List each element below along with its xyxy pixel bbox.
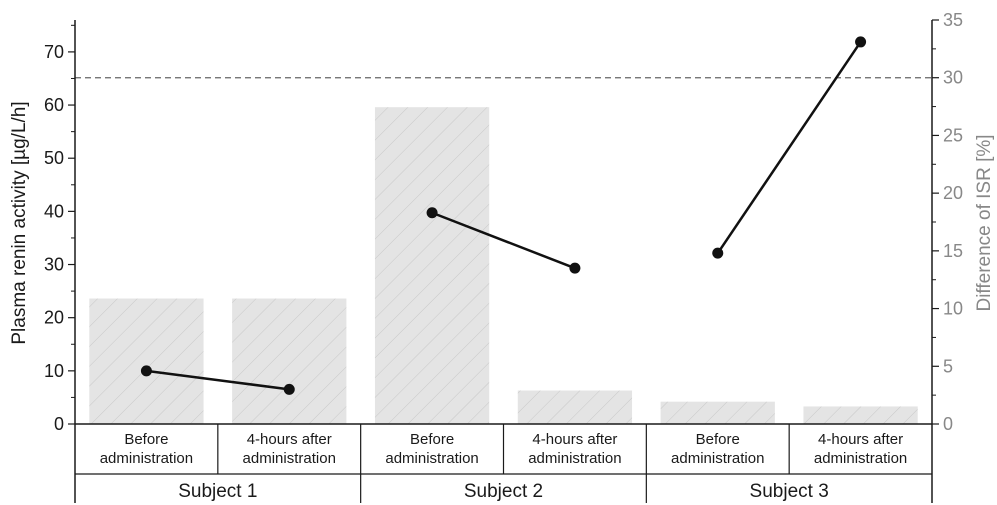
category-label: administration: [671, 450, 764, 467]
right-tick-label: 10: [943, 299, 963, 319]
isr-point-6: [855, 36, 867, 48]
right-tick-label: 20: [943, 183, 963, 203]
isr-segment-3: [716, 41, 862, 254]
axes: [74, 20, 933, 503]
isr-point-3: [426, 207, 438, 219]
isr-point-2: [283, 383, 295, 395]
group-label: Subject 3: [750, 481, 829, 502]
right-tick-label: 5: [943, 356, 953, 376]
right-tick-label: 0: [943, 414, 953, 434]
bar-3: [374, 107, 490, 424]
left-axis-ticks: 0 10 20 30 40 50 60 70: [44, 24, 75, 434]
right-tick-label: 35: [943, 10, 963, 30]
category-labels: Before administration 4-hours after adminis…: [100, 431, 908, 467]
left-tick-label: 20: [44, 308, 64, 328]
bar-6: [803, 406, 918, 424]
isr-segment-2: [431, 211, 576, 270]
bar-4: [517, 390, 633, 424]
category-label: 4-hours after: [247, 431, 332, 448]
category-label: administration: [385, 450, 478, 467]
group-labels: Subject 1 Subject 2 Subject 3: [178, 481, 829, 502]
left-tick-label: 0: [54, 414, 64, 434]
left-tick-label: 10: [44, 361, 64, 381]
group-label: Subject 1: [178, 481, 257, 502]
isr-point-4: [569, 262, 581, 274]
category-label: 4-hours after: [818, 431, 903, 448]
y-axis-title-right: Difference of ISR [%]: [974, 134, 995, 311]
group-label: Subject 2: [464, 481, 543, 502]
isr-lines: [140, 36, 867, 395]
left-tick-label: 30: [44, 255, 64, 275]
category-label: 4-hours after: [532, 431, 617, 448]
category-label: Before: [124, 431, 168, 448]
right-tick-label: 30: [943, 68, 963, 88]
isr-point-5: [712, 247, 724, 259]
left-tick-label: 60: [44, 95, 64, 115]
right-tick-label: 15: [943, 241, 963, 261]
isr-segment-1: [146, 369, 290, 391]
bar-1: [89, 298, 204, 424]
left-tick-label: 40: [44, 201, 64, 221]
category-label: administration: [100, 450, 193, 467]
right-tick-label: 25: [943, 125, 963, 145]
bars: [89, 107, 918, 424]
category-label: Before: [696, 431, 740, 448]
bar-2: [232, 298, 347, 424]
category-label: administration: [243, 450, 336, 467]
category-label: administration: [814, 450, 907, 467]
y-axis-title-left: Plasma renin activity [µg/L/h]: [9, 101, 30, 344]
isr-point-1: [140, 365, 152, 377]
left-tick-label: 50: [44, 148, 64, 168]
left-tick-label: 70: [44, 42, 64, 62]
bar-5: [660, 401, 775, 424]
category-label: administration: [528, 450, 621, 467]
category-label: Before: [410, 431, 454, 448]
right-axis-ticks: 0 5 10 15 20 25 30 35: [932, 10, 963, 434]
